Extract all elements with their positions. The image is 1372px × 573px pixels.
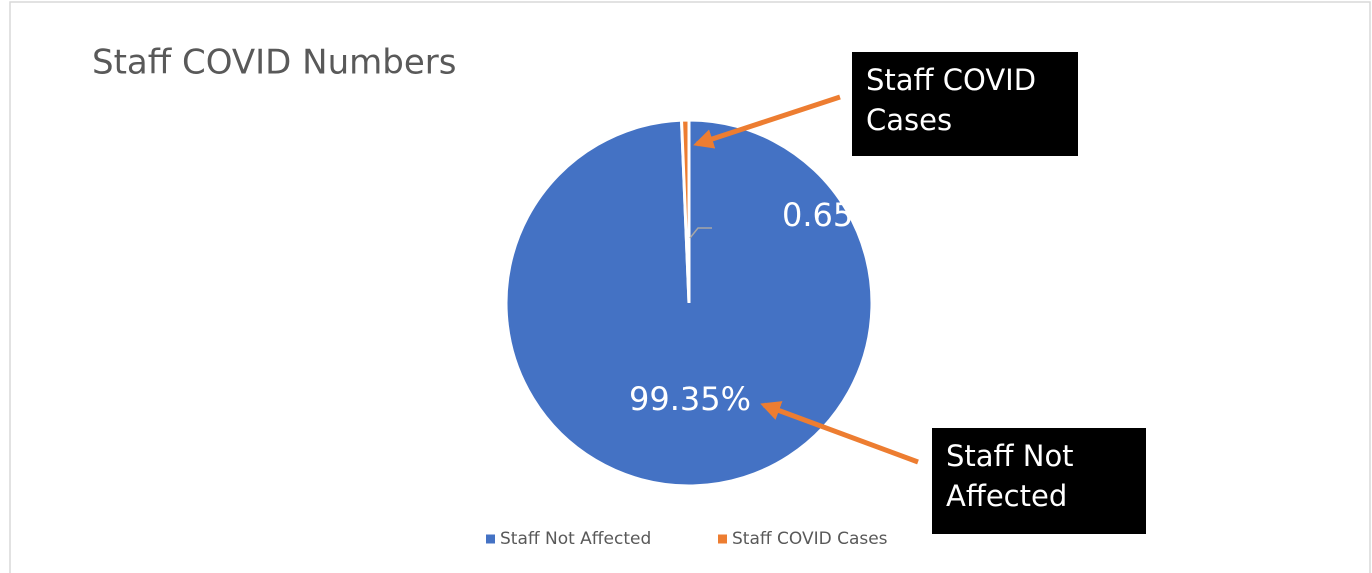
legend-label: Staff Not Affected <box>500 529 651 549</box>
data-label: 99.35% <box>629 380 751 418</box>
data-label: 0.651% <box>782 196 904 234</box>
legend-label: Staff COVID Cases <box>732 529 888 549</box>
legend-marker <box>486 534 495 544</box>
arrow <box>693 94 841 149</box>
leader-line <box>689 227 712 239</box>
pie-slice <box>679 118 691 304</box>
annotation: Staff Not Affected <box>932 428 1146 534</box>
chart-title: Staff COVID Numbers <box>92 43 456 83</box>
arrow <box>760 401 919 465</box>
legend-marker <box>718 534 727 544</box>
annotation: Staff COVID Cases <box>852 52 1078 156</box>
